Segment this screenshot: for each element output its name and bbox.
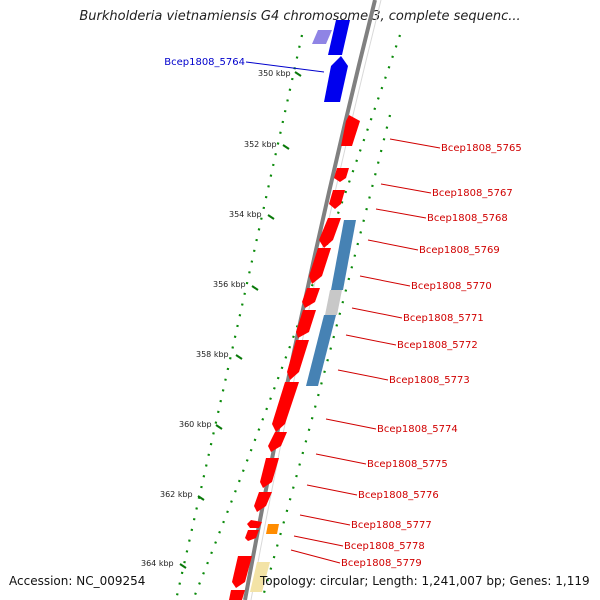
- forward-genes: [229, 115, 360, 600]
- cds-feature-block[interactable]: [306, 315, 336, 386]
- leader-line: [375, 208, 427, 219]
- outer-tick-ring: [191, 34, 402, 600]
- gene-bcep1808-5773[interactable]: [287, 340, 309, 380]
- gene-bcep1808-5767[interactable]: [334, 168, 349, 182]
- gene-bcep1808-5779[interactable]: [245, 530, 259, 541]
- gene-label[interactable]: Bcep1808_5778: [344, 541, 425, 552]
- gene-label[interactable]: Bcep1808_5769: [419, 245, 500, 256]
- gene-label[interactable]: Bcep1808_5767: [432, 188, 513, 199]
- accession-text: Accession: NC_009254: [9, 574, 146, 588]
- gene-label[interactable]: Bcep1808_5768: [427, 213, 508, 224]
- gene-bcep1808-5775[interactable]: [268, 432, 287, 452]
- gene-labels: Bcep1808_5764 Bcep1808_5765 Bcep1808_576…: [164, 57, 522, 569]
- tick-364: [179, 563, 187, 569]
- gene-bcep1808-5778[interactable]: [247, 520, 262, 528]
- tick-356: [251, 285, 259, 291]
- gene-bcep1808-5777[interactable]: [254, 492, 272, 512]
- gene-label[interactable]: Bcep1808_5777: [351, 520, 432, 531]
- label-leader-lines: [245, 61, 441, 564]
- tick-354: [267, 214, 275, 220]
- gene-bcep1808-5771[interactable]: [302, 288, 320, 308]
- kbp-label: 360 kbp: [179, 420, 212, 429]
- kbp-label: 352 kbp: [244, 140, 277, 149]
- gene-label[interactable]: Bcep1808_5774: [377, 424, 458, 435]
- gene-label[interactable]: Bcep1808_5779: [341, 558, 422, 569]
- gene-bcep1808-5776[interactable]: [260, 458, 279, 488]
- gene-arrow[interactable]: [229, 590, 245, 600]
- kbp-label: 364 kbp: [141, 559, 174, 568]
- gene-label[interactable]: Bcep1808_5770: [411, 281, 492, 292]
- tick-352: [282, 144, 290, 150]
- leader-line: [380, 183, 432, 194]
- reverse-genes: [312, 20, 350, 102]
- gray-feature-block[interactable]: [325, 290, 342, 315]
- gene-bcep1808-5768[interactable]: [329, 190, 345, 209]
- gene-label[interactable]: Bcep1808_5764: [164, 57, 245, 68]
- gene-label[interactable]: Bcep1808_5773: [389, 375, 470, 386]
- faded-gene[interactable]: [312, 30, 332, 44]
- gene-bcep1808-5769[interactable]: [319, 218, 341, 248]
- kbp-label: 356 kbp: [213, 280, 246, 289]
- gene-bcep1808-5765[interactable]: [341, 115, 360, 146]
- leader-line: [389, 138, 441, 149]
- leader-line: [367, 239, 419, 251]
- tick-362: [197, 495, 205, 501]
- backbone-outline: [250, 0, 382, 600]
- pale-feature-block[interactable]: [250, 562, 270, 592]
- tick-358: [235, 354, 243, 360]
- gene-label[interactable]: Bcep1808_5775: [367, 459, 448, 470]
- orange-feature-block[interactable]: [266, 524, 279, 534]
- gene-bcep1808-5774[interactable]: [272, 382, 299, 432]
- kbp-label: 354 kbp: [229, 210, 262, 219]
- gene-bcep1808-5770[interactable]: [309, 248, 331, 284]
- feature-track: [250, 220, 356, 592]
- map-title: Burkholderia vietnamiensis G4 chromosome…: [79, 9, 521, 24]
- leader-line: [299, 514, 351, 526]
- gene-label[interactable]: Bcep1808_5776: [358, 490, 439, 501]
- cds-feature-block[interactable]: [331, 220, 356, 290]
- gene-label[interactable]: Bcep1808_5765: [441, 143, 522, 154]
- inner-tick-ring: [174, 34, 304, 600]
- gene-bcep1808-5764[interactable]: [324, 56, 348, 102]
- kbp-tick-labels: 350 kbp 352 kbp 354 kbp 356 kbp 358 kbp …: [141, 69, 291, 568]
- leader-line: [293, 535, 344, 547]
- leader-line: [306, 484, 358, 496]
- topology-text: Topology: circular; Length: 1,241,007 bp…: [260, 574, 590, 588]
- leader-line: [245, 61, 325, 73]
- leader-line: [359, 275, 411, 287]
- gene-bcep1808-5764[interactable]: [328, 20, 350, 55]
- gene-arrow[interactable]: [232, 556, 252, 588]
- mid-tick-ring: [260, 114, 392, 600]
- leader-line: [290, 549, 341, 564]
- leader-line: [325, 418, 377, 430]
- tick-350: [294, 71, 302, 77]
- kbp-label: 358 kbp: [196, 350, 229, 359]
- leader-line: [345, 334, 397, 346]
- kbp-tick-marks: [179, 71, 302, 569]
- leader-line: [315, 453, 367, 465]
- kbp-label: 362 kbp: [160, 490, 193, 499]
- leader-line: [337, 369, 389, 381]
- tick-360: [215, 424, 223, 430]
- gene-label[interactable]: Bcep1808_5772: [397, 340, 478, 351]
- gene-bcep1808-5772[interactable]: [296, 310, 316, 338]
- kbp-label: 350 kbp: [258, 69, 291, 78]
- leader-line: [351, 307, 403, 319]
- gene-label[interactable]: Bcep1808_5771: [403, 313, 484, 324]
